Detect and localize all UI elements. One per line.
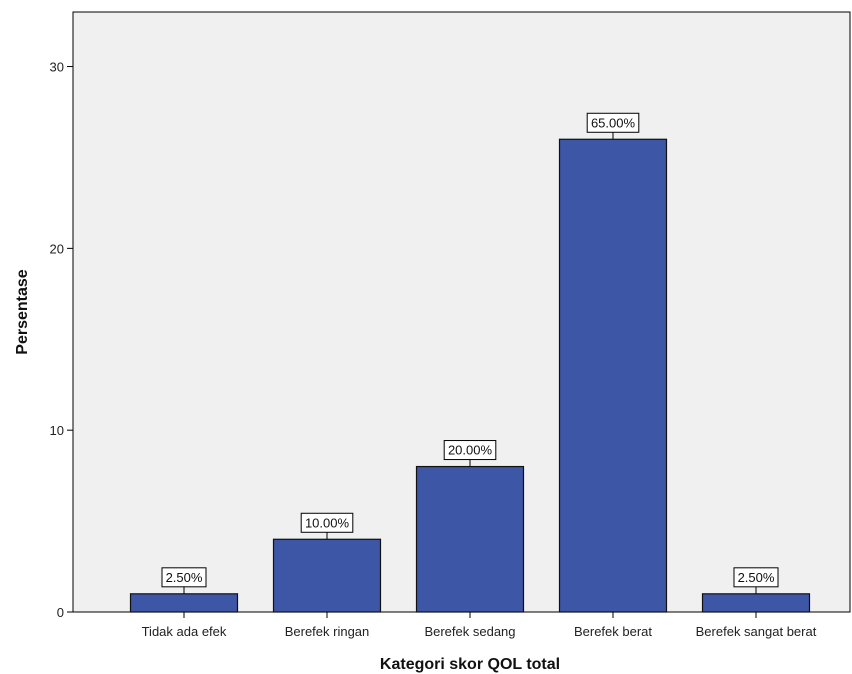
data-label: 2.50% <box>166 570 203 585</box>
bar <box>558 138 668 613</box>
x-tick-label: Tidak ada efek <box>142 624 227 639</box>
data-label-box <box>161 567 207 588</box>
data-label: 65.00% <box>591 115 636 130</box>
data-label: 10.00% <box>305 515 350 530</box>
y-axis-title: Persentase <box>14 269 31 354</box>
y-axis-ticks: 0 10 20 30 <box>50 60 73 620</box>
x-tick-label: Berefek sedang <box>424 624 515 639</box>
y-tick-label: 20 <box>50 241 64 256</box>
x-axis-title: Kategori skor QOL total <box>380 656 560 673</box>
x-tick-label: Berefek sangat berat <box>696 624 817 639</box>
bar <box>415 465 525 613</box>
bar <box>272 538 382 613</box>
y-tick-label: 0 <box>57 605 64 620</box>
y-tick-label: 30 <box>50 60 64 75</box>
data-labels: 2.50% 10.00% 20.00% 65.00% 2.50% <box>161 112 779 594</box>
category-labels: Tidak ada efek Berefek ringan Berefek seda… <box>142 612 817 639</box>
data-label-box <box>733 567 779 588</box>
bar <box>701 593 811 613</box>
data-label: 20.00% <box>448 443 493 458</box>
bar <box>129 593 239 613</box>
data-label: 2.50% <box>738 570 775 585</box>
bars <box>129 138 811 613</box>
x-tick-label: Berefek berat <box>574 624 652 639</box>
data-label-box <box>586 112 640 133</box>
x-tick-label: Berefek ringan <box>285 624 370 639</box>
data-label-box <box>300 512 354 533</box>
data-label-box <box>443 440 497 461</box>
y-tick-label: 10 <box>50 423 64 438</box>
